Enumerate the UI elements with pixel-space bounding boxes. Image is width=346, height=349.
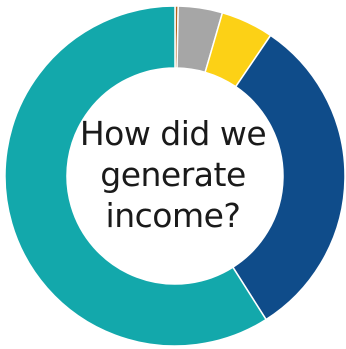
donut-slice-4 — [231, 34, 346, 321]
chart-title: How did we generate income? — [79, 114, 267, 235]
donut-slice-5 — [4, 5, 268, 347]
